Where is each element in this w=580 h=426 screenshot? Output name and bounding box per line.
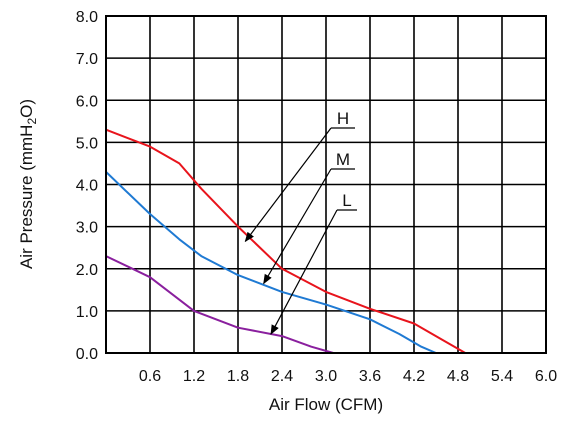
x-tick-label: 1.8 [227, 368, 249, 385]
series-label-l: L [342, 191, 351, 210]
x-tick-label: 4.2 [403, 368, 425, 385]
y-tick-label: 1.0 [76, 304, 98, 321]
x-tick-label: 0.6 [139, 368, 161, 385]
tick-labels: 0.6 1.2 1.8 2.4 3.0 3.6 4.2 4.8 5.4 6.0 0.0 1.0 2.0 3… [76, 9, 557, 385]
series-label-m: M [336, 150, 350, 169]
y-tick-label: 6.0 [76, 93, 98, 110]
y-axis-title-main: Air Pressure (mmH [17, 125, 36, 270]
series-line-l [105, 255, 335, 354]
y-tick-label: 0.0 [76, 346, 98, 363]
x-tick-label: 4.8 [447, 368, 469, 385]
y-tick-label: 3.0 [76, 220, 98, 237]
x-tick-label: 5.4 [491, 368, 513, 385]
y-tick-label: 5.0 [76, 135, 98, 152]
y-tick-label: 8.0 [76, 9, 98, 26]
x-tick-label: 3.6 [359, 368, 381, 385]
y-tick-label: 7.0 [76, 51, 98, 68]
x-tick-label: 2.4 [271, 368, 293, 385]
y-axis-title-end: O) [17, 99, 36, 118]
series-line-h [105, 128, 467, 354]
plot-frame [105, 15, 547, 354]
series-lines [105, 128, 467, 354]
series-line-m [105, 170, 437, 354]
x-axis-title: Air Flow (CFM) [269, 395, 383, 414]
series-annotations: H M L [244, 109, 357, 335]
x-tick-label: 6.0 [535, 368, 557, 385]
y-axis-title: Air Pressure (mmH2O) [17, 99, 39, 269]
x-tick-label: 3.0 [315, 368, 337, 385]
series-pointer-arrow [270, 209, 338, 335]
series-pointer-arrow [244, 127, 332, 243]
series-pointer-arrow [263, 168, 332, 285]
y-tick-label: 4.0 [76, 178, 98, 195]
y-axis-title-subscript: 2 [25, 118, 39, 125]
y-tick-label: 2.0 [76, 262, 98, 279]
grid [106, 15, 547, 354]
series-label-h: H [337, 109, 349, 128]
x-tick-label: 1.2 [183, 368, 205, 385]
